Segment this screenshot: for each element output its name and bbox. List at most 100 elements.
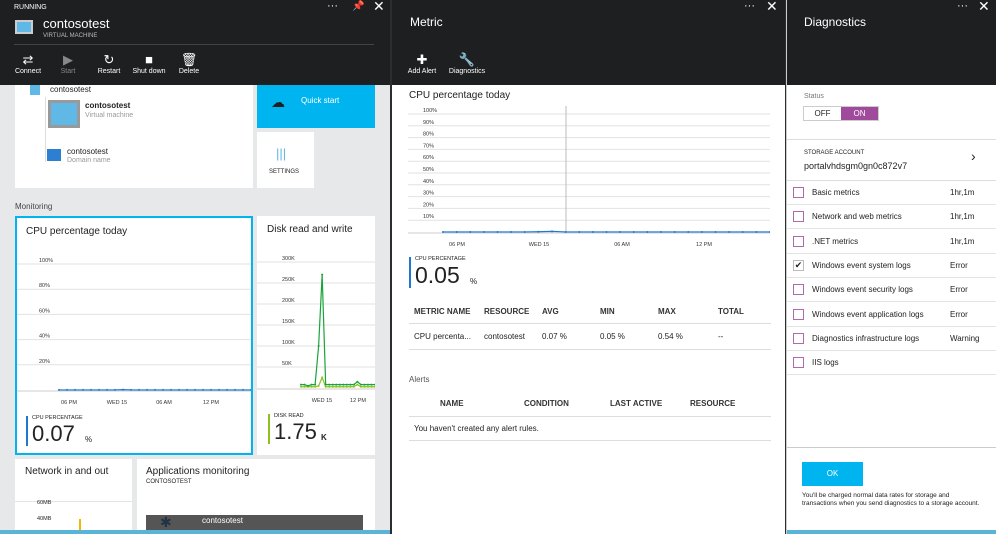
resource-map-tile[interactable]: contosotest contosotest Virtual machine … <box>15 85 253 188</box>
data-point <box>510 230 513 233</box>
storage-account-row[interactable]: STORAGE ACCOUNT portalvhdsgm0gn0c872v7 › <box>787 140 996 180</box>
item-label: .NET metrics <box>812 236 859 246</box>
disk-tile[interactable]: Disk read and write 300K 250K 200K 150K 100K… <box>257 216 375 455</box>
toggle-on[interactable]: ON <box>841 107 878 120</box>
metric-value: 0.05 <box>415 262 460 288</box>
data-point <box>591 230 594 233</box>
settings-tile[interactable]: ||| SETTINGS <box>257 132 314 188</box>
domain-type: Domain name <box>67 157 111 164</box>
data-point <box>178 388 180 391</box>
data-point <box>300 383 302 386</box>
blade-title: contosotest <box>43 16 110 31</box>
metric-cpu-chart: 100% 90% 80% 70% 60% 50% 40% 30% 20% 10% 06 PM WED … <box>408 106 770 248</box>
delete-button[interactable]: 🗑 Delete <box>169 52 209 75</box>
checkbox[interactable] <box>793 357 804 369</box>
data-point <box>328 385 331 388</box>
connect-button[interactable]: ⇄ Connect <box>8 52 48 75</box>
ok-button[interactable]: OK <box>802 462 863 486</box>
data-point <box>359 385 362 388</box>
item-value: Error <box>950 309 968 319</box>
more-icon[interactable]: ··· <box>957 0 968 12</box>
storage-label: STORAGE ACCOUNT <box>804 150 865 156</box>
diagnostics-item[interactable]: Network and web metrics 1hr,1m <box>787 205 996 230</box>
data-point <box>58 388 60 391</box>
data-point <box>146 388 148 391</box>
quick-start-tile[interactable]: ☁ Quick start <box>257 85 375 128</box>
storage-value: portalvhdsgm0gn0c872v7 <box>804 161 908 171</box>
shutdown-button[interactable]: ■ Shut down <box>129 52 169 75</box>
diagnostics-item[interactable]: IIS logs <box>787 351 996 376</box>
data-point <box>687 230 690 233</box>
data-point <box>218 388 220 391</box>
toggle-off[interactable]: OFF <box>814 109 831 118</box>
diagnostics-item[interactable]: Windows event application logs Error <box>787 303 996 327</box>
col-header: CONDITION <box>524 399 569 408</box>
y-tick-label: 20% <box>39 359 50 365</box>
more-icon[interactable]: ··· <box>327 0 338 12</box>
cpu-tile[interactable]: CPU percentage today 100% 80% 60% 40% 20% 06 … <box>15 216 253 455</box>
vm-icon <box>15 20 33 34</box>
close-icon[interactable]: ✕ <box>373 0 385 14</box>
data-point <box>363 385 366 388</box>
checkbox[interactable]: ✔ <box>793 259 804 271</box>
diagnostics-item[interactable]: ✔ Windows event system logs Error <box>787 254 996 278</box>
cell: contosotest <box>484 332 525 341</box>
diagnostics-item[interactable]: Basic metrics 1hr,1m <box>787 181 996 205</box>
data-point <box>317 384 320 387</box>
network-series <box>79 519 81 534</box>
col-header: TOTAL <box>718 307 744 316</box>
data-point <box>632 230 635 233</box>
empty-alerts-message: You haven't created any alert rules. <box>414 424 539 433</box>
y-tick-label: 40% <box>39 334 50 340</box>
diagnostics-item[interactable]: Windows event security logs Error <box>787 278 996 303</box>
data-point <box>122 388 124 391</box>
close-icon[interactable]: ✕ <box>766 0 778 14</box>
data-point <box>98 388 100 391</box>
item-label: IIS logs <box>812 358 839 368</box>
add-alert-button[interactable]: ✚ Add Alert <box>402 52 442 75</box>
status-toggle[interactable]: OFF ON <box>803 106 879 121</box>
diagnostics-item[interactable]: .NET metrics 1hr,1m <box>787 230 996 254</box>
tick-label: 40MB <box>37 516 52 522</box>
checkbox[interactable] <box>793 332 804 344</box>
y-tick-label: 100% <box>423 108 437 114</box>
data-point <box>356 383 359 386</box>
vm-name[interactable]: contosotest <box>85 101 131 110</box>
checkbox[interactable] <box>793 187 804 198</box>
data-point <box>349 383 352 386</box>
data-point <box>335 383 338 386</box>
more-icon[interactable]: ··· <box>744 0 755 12</box>
pin-icon[interactable]: 📌 <box>352 1 365 12</box>
data-point <box>469 230 472 233</box>
checkbox[interactable] <box>793 235 804 247</box>
x-tick-label: 12 PM <box>696 242 712 248</box>
status-label: Status <box>804 93 824 100</box>
domain-name[interactable]: contosotest <box>67 147 108 156</box>
data-point <box>324 385 327 388</box>
data-point <box>342 383 345 386</box>
diagnostics-button[interactable]: 🔧 Diagnostics <box>444 52 490 75</box>
checkbox[interactable] <box>793 308 804 320</box>
metric-label: DISK READ <box>274 413 304 419</box>
checkbox[interactable] <box>793 284 804 296</box>
apps-monitoring-tile[interactable]: Applications monitoring CONTOSOTEST ✱ co… <box>137 459 375 534</box>
data-point <box>242 388 244 391</box>
diagnostics-item[interactable]: Diagnostics infrastructure logs Warning <box>787 327 996 351</box>
network-tile[interactable]: Network in and out 60MB 40MB <box>15 459 132 534</box>
x-tick-label: 06 PM <box>449 242 465 248</box>
data-point <box>578 230 581 233</box>
y-tick-label: 200K <box>282 298 295 304</box>
data-point <box>186 388 188 391</box>
app-item[interactable]: ✱ contosotest <box>146 514 363 534</box>
close-icon[interactable]: ✕ <box>978 0 990 14</box>
series-line <box>301 274 375 387</box>
plus-icon: ✚ <box>416 52 428 67</box>
checkbox[interactable] <box>793 211 804 223</box>
restart-button[interactable]: ↻ Restart <box>89 52 129 75</box>
bottom-bar <box>787 530 996 534</box>
y-tick-label: 150K <box>282 319 295 325</box>
item-value: 1hr,1m <box>950 188 975 197</box>
start-button[interactable]: ▶ Start <box>48 52 88 75</box>
data-point <box>210 388 212 391</box>
data-point <box>363 383 366 386</box>
